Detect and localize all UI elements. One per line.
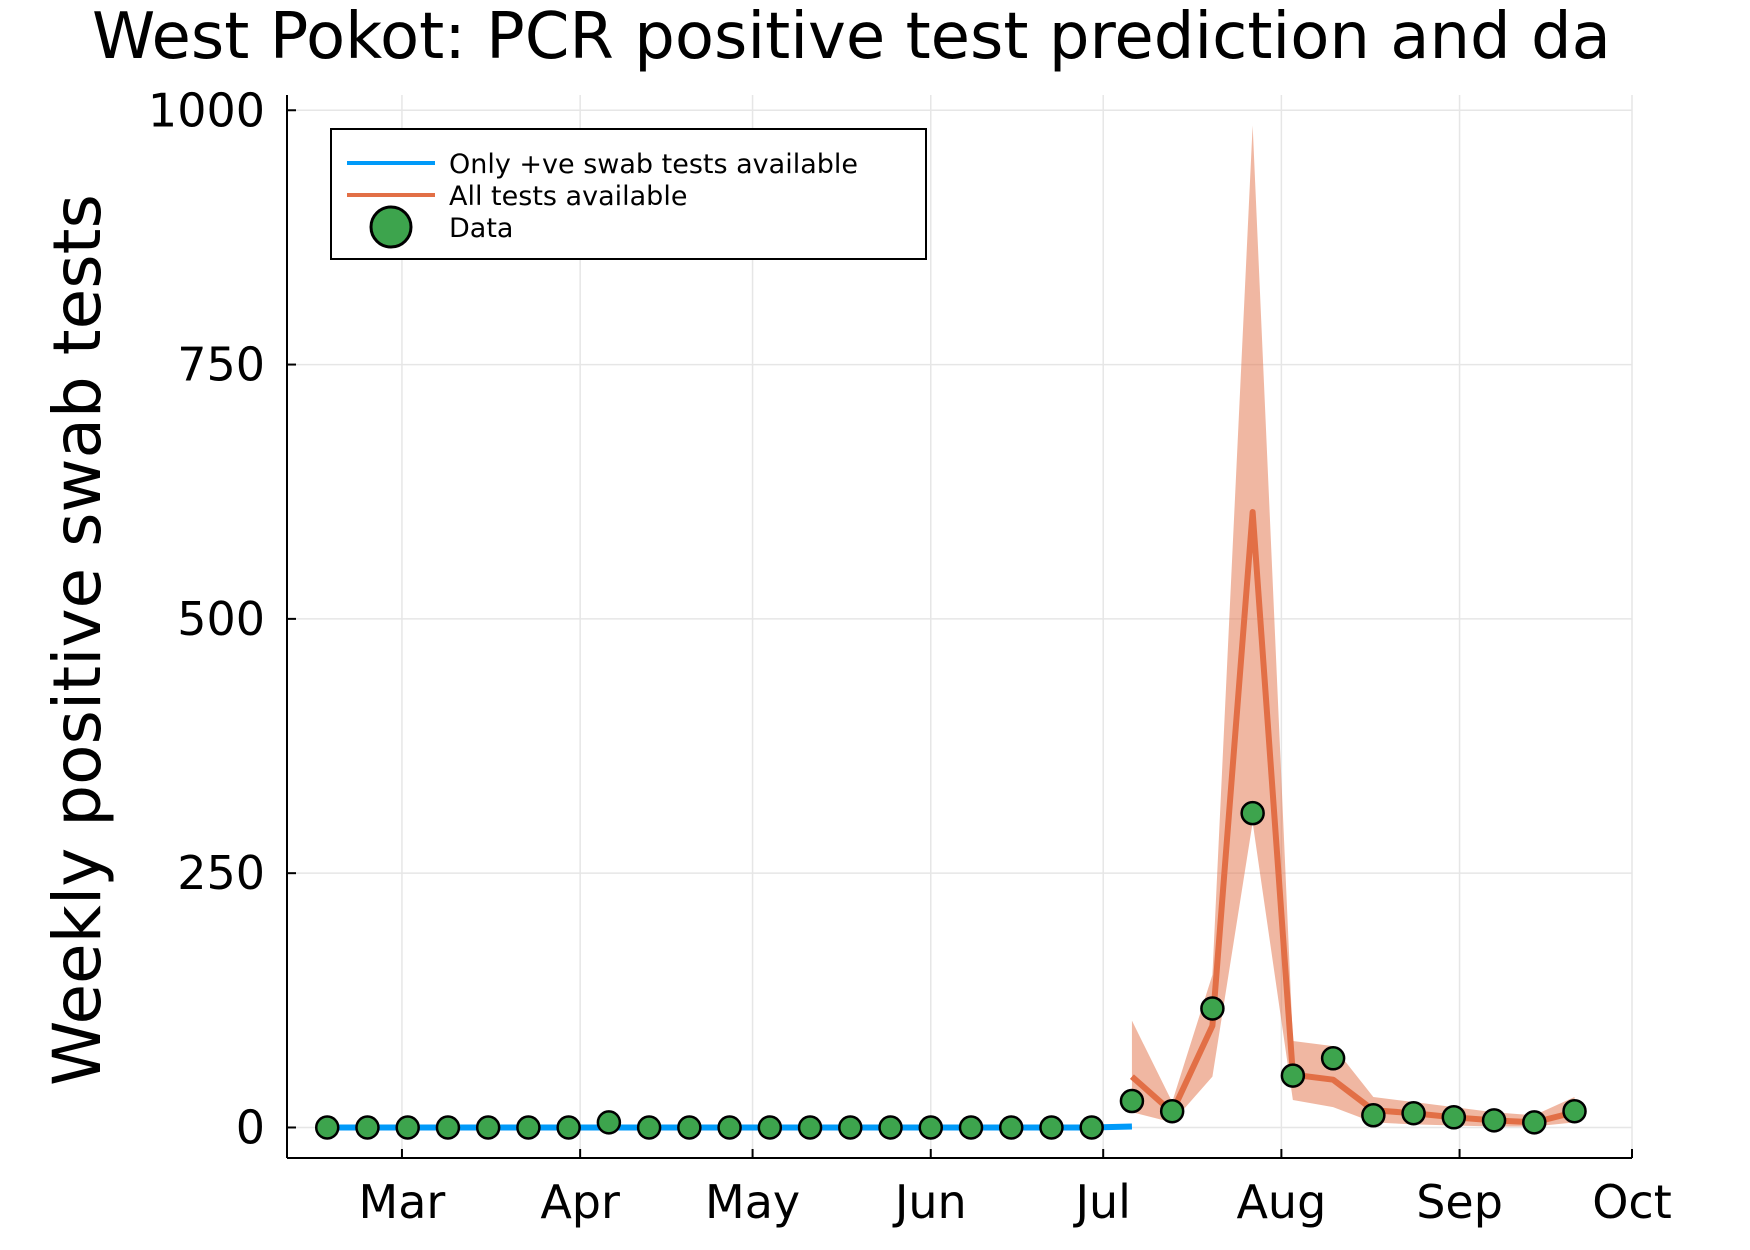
data-point <box>1200 996 1225 1021</box>
data-point <box>918 1115 944 1140</box>
legend-label: Only +ve swab tests available <box>449 149 858 180</box>
data-point <box>998 1115 1024 1140</box>
y-tick-label: 1000 <box>148 83 265 137</box>
data-point <box>1522 1110 1547 1135</box>
data-point <box>556 1115 581 1140</box>
legend-label: Data <box>449 213 513 244</box>
data-point <box>1401 1100 1426 1126</box>
x-tick-label: Apr <box>540 1175 620 1229</box>
data-point <box>355 1115 380 1140</box>
legend-label: All tests available <box>449 181 687 212</box>
data-point <box>677 1115 702 1140</box>
data-point <box>1280 1063 1306 1088</box>
confidence-band <box>1131 125 1575 1127</box>
data-point <box>1039 1115 1064 1140</box>
data-point <box>1240 800 1265 826</box>
y-tick-label: 250 <box>177 846 265 900</box>
x-tick-label: Oct <box>1592 1175 1672 1229</box>
data-point <box>1119 1088 1145 1114</box>
legend-marker <box>369 205 413 249</box>
x-tick-label: May <box>705 1175 800 1229</box>
tick-labels: 0 250 500 750 1000 Mar Apr May Jun Jul Aug Sep Oct <box>148 83 1672 1229</box>
y-tick-label: 750 <box>177 338 265 392</box>
data-point <box>314 1115 340 1140</box>
data-point <box>1159 1098 1185 1124</box>
y-tick-label: 500 <box>177 592 265 646</box>
x-tick-label: Jun <box>892 1175 967 1229</box>
y-axis-label: Weekly positive swab tests <box>39 194 116 1086</box>
x-tick-label: Sep <box>1416 1175 1503 1229</box>
data-point <box>1361 1103 1386 1128</box>
data-point <box>838 1115 863 1140</box>
confidence-bands <box>1131 125 1575 1127</box>
y-tick-label: 0 <box>236 1100 265 1154</box>
data-point <box>1320 1046 1346 1071</box>
data-point <box>757 1115 783 1140</box>
chart-title: West Pokot: PCR positive test prediction… <box>92 0 1611 74</box>
data-point <box>878 1115 903 1140</box>
x-tick-label: Mar <box>359 1175 446 1229</box>
data-point <box>596 1110 622 1135</box>
data-point <box>797 1115 823 1140</box>
data-point <box>516 1115 541 1140</box>
data-point <box>1562 1098 1587 1124</box>
data-point <box>958 1115 984 1140</box>
x-tick-label: Aug <box>1236 1175 1326 1229</box>
data-point <box>395 1115 420 1140</box>
data-point <box>717 1115 742 1140</box>
axes <box>286 95 1633 1159</box>
data-points <box>314 800 1587 1140</box>
data-point <box>475 1115 501 1140</box>
data-point <box>636 1115 662 1140</box>
data-point <box>1441 1105 1467 1130</box>
x-tick-label: Jul <box>1072 1175 1131 1229</box>
data-point <box>435 1115 461 1140</box>
data-point <box>1079 1115 1104 1140</box>
data-point <box>1481 1108 1507 1133</box>
